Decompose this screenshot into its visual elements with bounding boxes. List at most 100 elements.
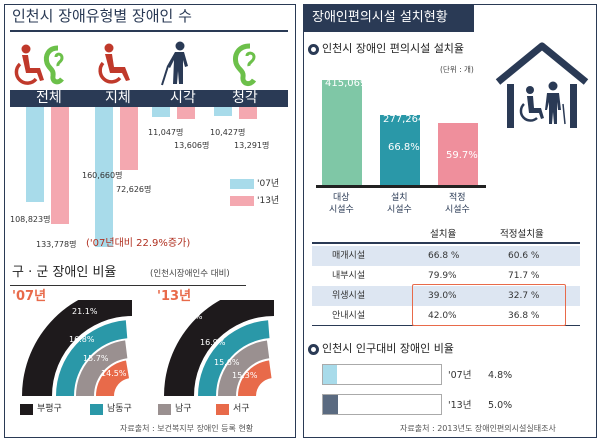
donut-arc-2013-bupyeong <box>164 300 274 396</box>
table-row-name: 매개시설 <box>332 251 366 261</box>
pop-track-2007 <box>322 364 442 385</box>
table-highlight-box <box>412 284 566 326</box>
bar-2007-total <box>26 107 44 202</box>
table-row-name: 내부시설 <box>332 271 366 281</box>
bar-2013-physical <box>120 107 138 170</box>
bar-label-2013-visual: 13,606명 <box>174 141 210 150</box>
legend-swatch-2007 <box>230 179 254 189</box>
district-label-bupyeong: 부평구 <box>37 404 62 414</box>
ratio-title: 구 · 군 장애인 비율 <box>12 265 117 280</box>
district-swatch-seo <box>216 404 229 415</box>
donut-label-2007-bupyeong: 21.1% <box>72 307 98 316</box>
facility-bar-target <box>322 80 362 186</box>
table-row-name: 안내시설 <box>332 311 366 321</box>
donut-label-2007-seo: 14.5% <box>101 369 127 378</box>
donut-arc-2007-namdong <box>56 320 128 396</box>
category-label-hearing: 청각 <box>232 90 258 106</box>
donut-label-2007-namdong: 16.8% <box>69 335 95 344</box>
table-row-install: 66.8 % <box>428 251 460 261</box>
ear-icon <box>233 43 257 87</box>
facility-bar-proper <box>438 123 478 186</box>
facility-cat-installed-top: 설치 <box>391 193 408 203</box>
wheelchair-icon <box>98 43 130 84</box>
facility-cat-proper-top: 적정 <box>449 193 466 203</box>
left-source: 자료출처 : 보건복지부 장애인 등록 현황 <box>120 424 254 433</box>
district-swatch-bupyeong <box>20 404 33 415</box>
donut-arc-2013-namdong <box>198 320 270 396</box>
bar-label-2007-hearing: 10,427명 <box>210 128 246 137</box>
pop-value-2013: 5.0% <box>488 400 513 411</box>
pop-value-2007: 4.8% <box>488 370 513 381</box>
facility-cat-target-bottom: 시설수 <box>329 205 354 215</box>
right-panel <box>303 4 597 438</box>
facility-cat-target-top: 대상 <box>333 193 350 203</box>
table-header-install: 설치율 <box>430 229 457 240</box>
bar-label-2007-total: 108,823명 <box>10 215 51 224</box>
district-label-seo: 서구 <box>233 404 250 414</box>
bar-label-2007-physical: 160,660명 <box>82 171 123 180</box>
category-label-total: 전체 <box>36 90 62 106</box>
table-row <box>312 266 580 286</box>
bar-2007-physical <box>95 107 113 247</box>
facility-bar-installed <box>380 115 420 186</box>
bar-2007-hearing <box>214 107 232 116</box>
bar-label-2007-visual: 11,047명 <box>148 128 184 137</box>
donut-arc-2013-seo <box>238 360 272 396</box>
facility-rate-installed: 66.8% <box>388 142 420 153</box>
increase-note: ('07년대비 22.9%증가) <box>86 238 191 249</box>
category-band <box>10 90 288 107</box>
donut-label-2013-nam: 15.6% <box>214 358 240 367</box>
district-label-nam: 남구 <box>175 404 192 414</box>
wheelchair-ear-icon <box>14 44 64 85</box>
district-label-namdong: 남동구 <box>107 404 132 414</box>
pop-bar-2007 <box>323 365 337 384</box>
table-row-proper: 32.7 % <box>508 291 540 301</box>
section2-bullet <box>308 344 319 355</box>
facility-rate-proper: 59.7% <box>446 150 478 161</box>
facility-baseline <box>316 185 486 188</box>
right-source: 자료출처 : 2013년도 장애인편의시설실태조사 <box>400 424 556 433</box>
donut-label-2007-nam: 15.7% <box>83 354 109 363</box>
table-row-proper: 36.8 % <box>508 311 540 321</box>
donut-chart-2013 <box>164 300 274 396</box>
donut-arc-2013-nam <box>218 340 270 396</box>
facility-table: 설치율 적정설치율 매개시설 66.8 % 60.6 % 내부시설 79.9% … <box>312 224 580 326</box>
donut-label-2013-namdong: 16.9% <box>200 338 226 347</box>
legend-label-2007: '07년 <box>257 179 280 189</box>
ratio-subtitle: (인천시장애인수 대비) <box>150 269 230 279</box>
category-label-physical: 지체 <box>105 90 131 106</box>
table-row-name: 위생시설 <box>332 291 366 301</box>
table-header-proper: 적정설치율 <box>500 229 544 240</box>
facility-chart <box>316 80 486 186</box>
bar-2007-visual <box>152 107 170 117</box>
left-title-underline <box>10 30 288 32</box>
right-title-bar <box>304 5 474 32</box>
table-row <box>312 286 580 306</box>
table-row-proper: 71.7 % <box>508 271 540 281</box>
left-panel <box>4 4 296 438</box>
year-label-2013: '13년 <box>157 289 192 304</box>
table-header-row <box>312 224 580 244</box>
bar-2013-visual <box>177 107 195 119</box>
right-title: 장애인편의시설 설치현황 <box>312 10 448 25</box>
section1-title: 인천시 장애인 편의시설 설치율 <box>322 42 465 55</box>
unit-label: (단위 : 개) <box>440 65 474 74</box>
facility-cat-proper-bottom: 시설수 <box>445 205 470 215</box>
pop-bar-2013 <box>323 395 338 414</box>
table-row-install: 39.0% <box>428 291 457 301</box>
facility-value-proper: 247,923 <box>441 100 483 111</box>
section2-title: 인천시 인구대비 장애인 비율 <box>322 342 454 355</box>
district-swatch-namdong <box>90 404 103 415</box>
facility-value-installed: 277,264 <box>383 114 425 125</box>
facility-cat-installed-bottom: 시설수 <box>387 205 412 215</box>
bar-label-2013-hearing: 13,291명 <box>234 141 270 150</box>
donut-label-2013-bupyeong: 20.4% <box>177 312 203 321</box>
pop-track-2013 <box>322 394 442 415</box>
pop-label-2013: '13년 <box>448 400 472 411</box>
category-label-visual: 시각 <box>170 90 196 106</box>
bar-2013-total <box>51 107 69 224</box>
table-row-proper: 60.6 % <box>508 251 540 261</box>
donut-arc-2007-bupyeong <box>22 300 132 396</box>
pop-label-2007: '07년 <box>448 370 472 381</box>
year-label-2007: '07년 <box>12 289 47 304</box>
